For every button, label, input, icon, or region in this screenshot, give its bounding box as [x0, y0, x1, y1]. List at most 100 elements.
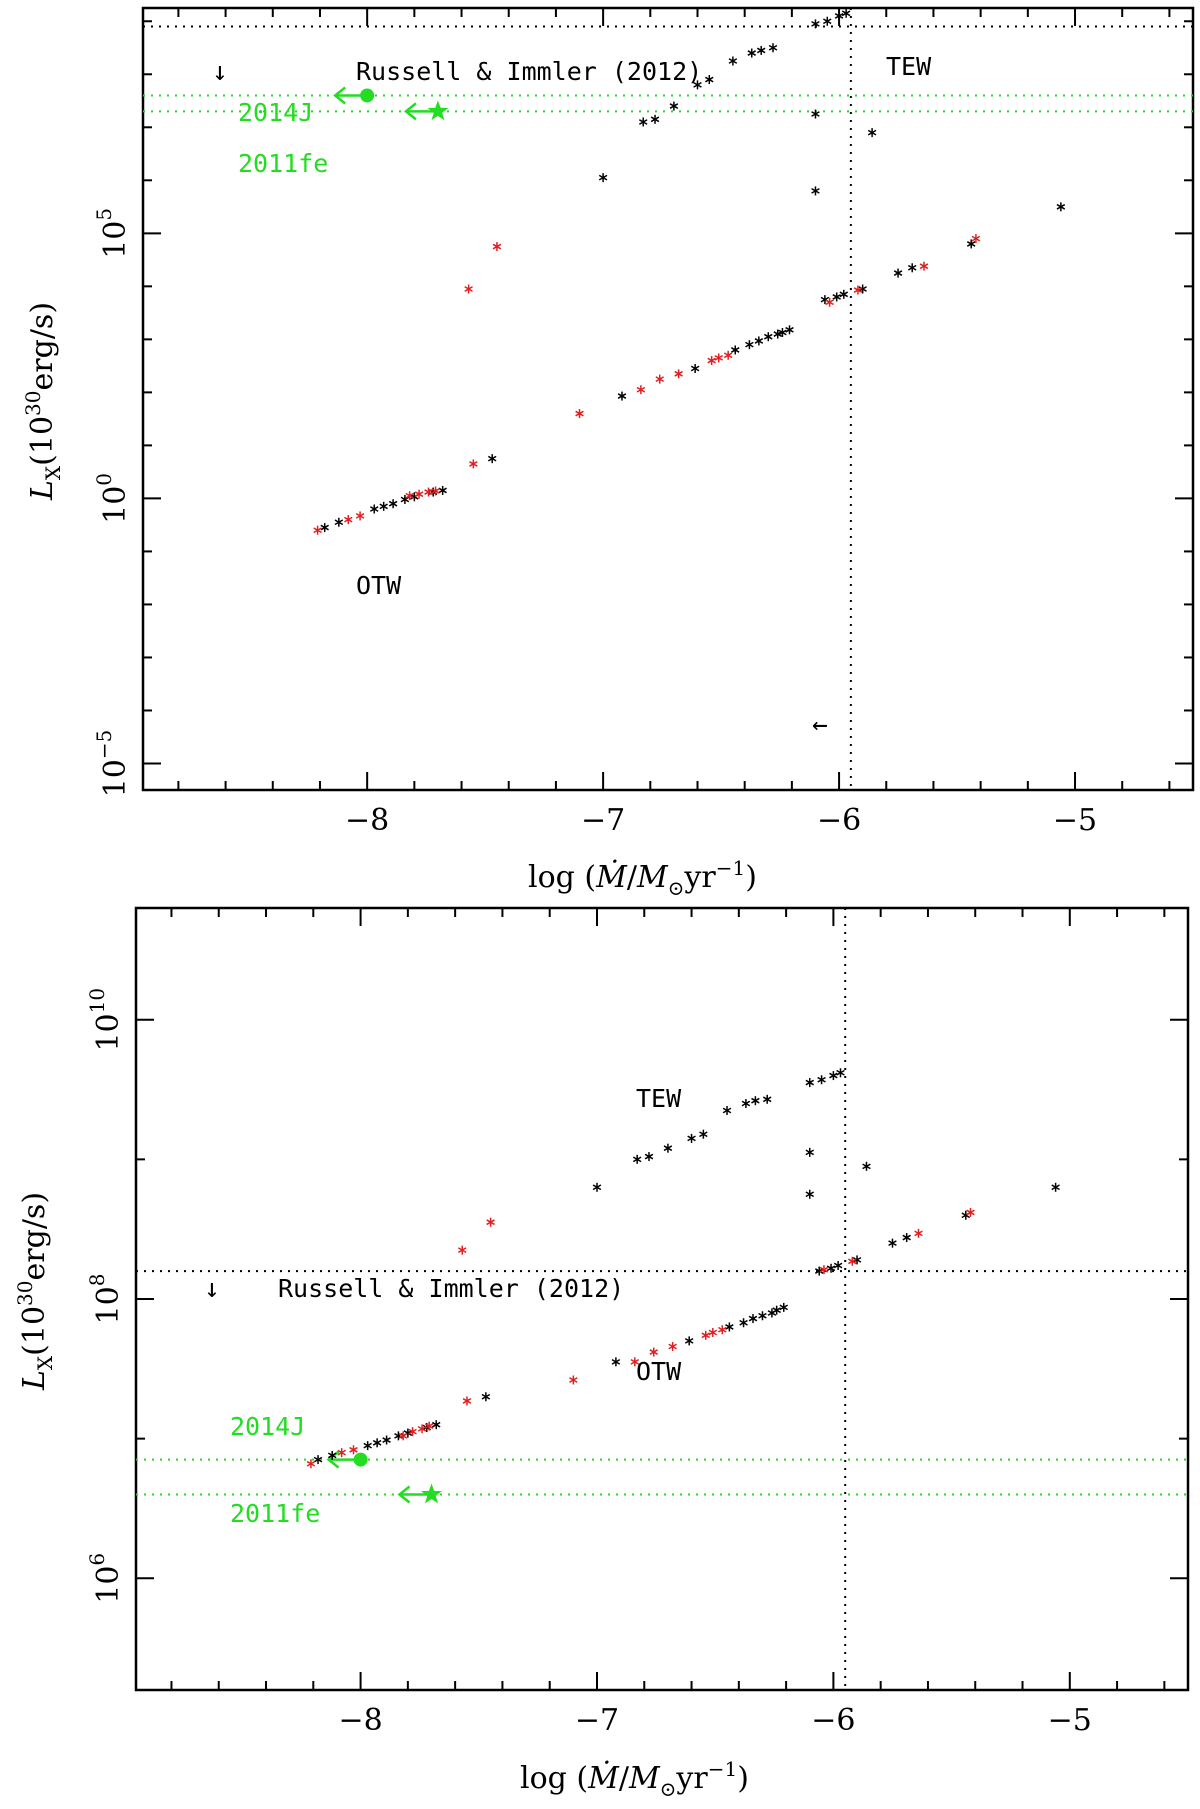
bottom-point-otw-black: [1051, 1182, 1060, 1192]
bottom-point-otw-black: [327, 1450, 337, 1460]
bottom-y-tick-label: 106: [85, 1553, 126, 1604]
bottom-2011fe-label: 2011fe: [230, 1499, 320, 1528]
top-point-otw-red: [414, 489, 424, 499]
top-otw-label: OTW: [356, 571, 402, 600]
bottom-point-otw-black: [748, 1314, 758, 1324]
top-point-otw-red: [344, 515, 353, 525]
bottom-2011fe-arrowhead-icon: [397, 1485, 411, 1504]
bottom-point-otw-black: [313, 1455, 323, 1465]
bottom-x-tick-label: −7: [575, 1703, 619, 1738]
bottom-x-axis-label: log (Ṁ/M⊙yr−1): [520, 1757, 749, 1801]
top-point-otw-red: [355, 511, 365, 521]
bottom-point-tew-black: [805, 1078, 815, 1088]
top-point-otw-red: [714, 353, 724, 363]
bottom-xlabel-mdot: Ṁ: [587, 1760, 620, 1796]
bottom-point-tew-black: [862, 1161, 871, 1171]
top-2011fe-star-marker: [427, 100, 449, 121]
bottom-ylabel-rest: erg/s): [17, 1192, 52, 1281]
bottom-xlabel-slash: /: [619, 1761, 630, 1796]
top-point-otw-black: [438, 485, 447, 495]
top-point-tew-black: [822, 16, 832, 26]
top-point-otw-red: [313, 525, 322, 535]
bottom-point-otw-black: [888, 1238, 897, 1248]
bottom-point-tew-black: [722, 1105, 732, 1115]
top-point-otw-red: [919, 261, 929, 271]
top-point-otw-black: [487, 454, 497, 464]
top-point-otw-black: [785, 325, 794, 335]
top-point-otw-red: [636, 385, 646, 395]
top-point-otw-black: [320, 523, 329, 533]
top-point-tew-black: [811, 19, 820, 29]
top-point-otw-black: [966, 239, 976, 249]
bottom-point-tew-black: [741, 1099, 751, 1108]
top-point-otw-black: [754, 336, 764, 346]
top-xlabel-yr: yr: [683, 860, 716, 895]
top-point-tew-black: [638, 117, 648, 127]
bottom-point-otw-black: [684, 1336, 694, 1346]
bottom-point-otw-red: [718, 1325, 727, 1335]
top-ylabel-rest: erg/s): [25, 302, 60, 391]
top-point-otw-red: [655, 374, 665, 384]
top-point-otw-black: [907, 263, 917, 273]
bottom-point-tew-black: [644, 1152, 654, 1162]
top-point-tew-red: [492, 242, 502, 252]
top-point-otw-red: [405, 491, 414, 501]
bottom-point-otw-red: [668, 1341, 677, 1351]
bottom-point-otw-red: [424, 1421, 434, 1431]
top-point-otw-black: [773, 329, 782, 339]
top-2014J-arrowhead-icon: [333, 86, 346, 105]
top-down-arrow-icon: ↓: [212, 57, 228, 87]
bottom-tew-label: TEW: [636, 1084, 682, 1113]
top-point-otw-red: [424, 487, 433, 497]
bottom-point-otw-red: [914, 1228, 923, 1238]
top-ylabel-open: (10: [25, 416, 60, 466]
bottom-point-tew-red: [457, 1245, 467, 1255]
top-ylabel-l: L: [25, 480, 60, 501]
bottom-point-tew-black: [829, 1071, 838, 1081]
top-point-tew-black: [693, 80, 702, 90]
top-xlabel-close: ): [745, 860, 757, 895]
bottom-2011fe-star-marker: [421, 1483, 442, 1504]
bottom-point-otw-black: [902, 1233, 911, 1243]
top-y-tick-label: 100: [92, 473, 133, 524]
top-x-tick-label: −6: [817, 803, 861, 838]
bottom-point-otw-red: [408, 1427, 417, 1437]
bottom-point-tew-black: [817, 1075, 826, 1085]
bottom-point-tew-black: [762, 1094, 772, 1104]
top-xlabel-mdot: Ṁ: [595, 859, 628, 895]
bottom-y-tick-labels: 106 108 1010: [85, 988, 126, 1604]
top-data-points: [313, 8, 1066, 535]
bottom-point-otw-black: [779, 1302, 789, 1312]
bottom-point-otw-black: [739, 1318, 748, 1328]
bottom-ylabel-l: L: [17, 1370, 52, 1391]
top-point-tew-extra: [811, 109, 820, 119]
top-point-tew-red: [464, 284, 473, 294]
bottom-point-otw-black: [852, 1255, 862, 1265]
top-point-otw-red: [825, 297, 834, 307]
bottom-point-tew-black: [663, 1143, 673, 1153]
top-point-otw-red: [853, 285, 863, 295]
bottom-x-tick-label: −8: [338, 1703, 382, 1738]
bottom-data-points: [306, 1068, 1060, 1504]
top-xlabel-sun: ⊙: [668, 876, 685, 900]
bottom-point-otw-black: [382, 1435, 391, 1445]
top-ylabel-exp: 30: [21, 390, 45, 415]
top-plot-frame: [141, 6, 1195, 792]
bottom-xlabel-yr: yr: [675, 1761, 708, 1796]
top-x-tick-label: −7: [581, 803, 625, 838]
bottom-point-otw-red: [708, 1328, 718, 1338]
top-ylabel-x: X: [41, 465, 65, 480]
top-point-otw-red: [431, 486, 440, 496]
bottom-russell-label: Russell & Immler (2012): [278, 1274, 624, 1303]
bottom-point-otw-black: [394, 1431, 403, 1441]
top-2014j-label: 2014J: [238, 98, 313, 127]
top-point-otw-black: [400, 494, 410, 504]
top-point-tew-black: [598, 173, 608, 183]
top-point-otw-black: [334, 517, 344, 527]
bottom-xlabel-m: M: [628, 1761, 661, 1796]
bottom-point-otw-black: [833, 1260, 843, 1270]
top-xlabel-prefix: log (: [528, 860, 596, 895]
top-point-otw-black: [778, 327, 787, 337]
top-y-tick-label: 10−5: [92, 730, 133, 798]
